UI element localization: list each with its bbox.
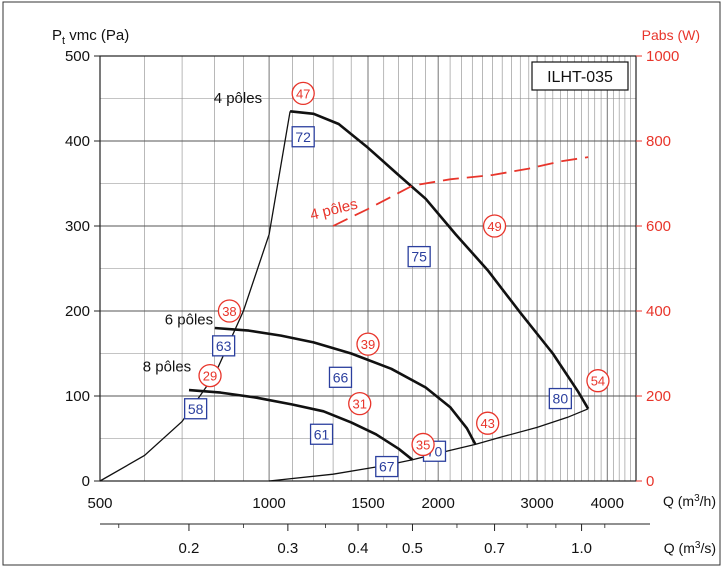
noise-circle-ring (348, 391, 372, 416)
right-tick-label: 600 (646, 218, 671, 235)
noise-circle-ring (356, 332, 380, 356)
system-curve-bottom (269, 408, 589, 482)
x-m3h-tick-label: 1500 (351, 495, 384, 512)
noise-value: 49 (487, 219, 501, 234)
left-tick-label: 0 (82, 473, 90, 490)
efficiency-box-frame (407, 245, 431, 268)
efficiency-box: 58 (183, 398, 208, 420)
noise-circle: 39 (356, 332, 380, 356)
noise-circle: 54 (586, 369, 610, 393)
right-axis-title: Pabs (W) (642, 27, 700, 43)
efficiency-value: 61 (314, 426, 330, 442)
efficiency-box-frame (291, 126, 315, 148)
x-m3h-tick-label: 500 (87, 495, 112, 512)
model-box: ILHT-035 (531, 61, 629, 91)
axes: 0 100 200 300 400 500 0 200 400 600 800 1000 500 1000… (65, 48, 679, 557)
noise-circle-ring (482, 214, 507, 238)
noise-circle-ring (476, 411, 500, 435)
noise-circle: 31 (348, 391, 372, 416)
efficiency-value: 72 (295, 129, 311, 145)
x-m3h-tick-label: 4000 (591, 495, 624, 512)
efficiency-value: 63 (216, 338, 232, 354)
noise-value: 31 (352, 397, 366, 412)
efficiency-box-frame (183, 398, 208, 420)
noise-circle: 29 (198, 363, 222, 388)
efficiency-box-frame (548, 387, 572, 410)
noise-circle-ring (291, 81, 315, 106)
efficiency-box: 61 (309, 423, 334, 445)
efficiency-box: 66 (328, 366, 353, 388)
efficiency-value: 75 (411, 249, 427, 265)
noise-circle: 38 (217, 299, 242, 323)
right-tick-label: 800 (646, 133, 671, 150)
efficiency-box-frame (211, 335, 236, 357)
noise-value: 43 (480, 416, 494, 431)
x-m3s-tick-label: 1.0 (571, 540, 592, 557)
noise-value: 39 (361, 337, 375, 352)
power-curve-4-poles (332, 156, 589, 227)
fan-curve-8-poles (188, 388, 414, 461)
noise-value: 35 (416, 437, 430, 452)
curve-label: 4 pôles (214, 90, 262, 107)
x-m3s-tick-label: 0.4 (348, 540, 369, 557)
x-axis-m3s-unit: Q (m3/s) (664, 540, 716, 556)
plot-area-border (99, 55, 637, 482)
noise-circle: 49 (482, 214, 507, 238)
x-axis-m3h-unit: Q (m3/h) (663, 493, 716, 509)
noise-circle: 43 (476, 411, 500, 435)
efficiency-box-frame (375, 455, 399, 478)
noise-value: 47 (296, 86, 310, 101)
efficiency-box-frame (309, 423, 334, 445)
x-m3s-tick-label: 0.5 (402, 540, 423, 557)
fan-curve-6-poles (214, 326, 477, 446)
efficiency-box: 75 (407, 245, 431, 268)
efficiency-value: 66 (333, 369, 349, 385)
x-m3h-tick-label: 2000 (421, 495, 454, 512)
left-tick-label: 500 (65, 48, 90, 65)
efficiency-box: 80 (548, 387, 572, 410)
left-tick-label: 100 (65, 388, 90, 405)
x-m3s-tick-label: 0.2 (179, 540, 200, 557)
efficiency-box-frame (328, 366, 353, 388)
right-tick-label: 400 (646, 303, 671, 320)
noise-value: 38 (222, 304, 236, 319)
right-tick-label: 1000 (646, 48, 679, 65)
efficiency-box: 63 (211, 335, 236, 357)
efficiency-box: 67 (375, 455, 399, 478)
noise-circle: 35 (411, 432, 435, 457)
noise-circle-ring (586, 369, 610, 393)
curve-label: 8 pôles (143, 358, 191, 375)
noise-circle-ring (411, 432, 435, 457)
left-tick-label: 400 (65, 133, 90, 150)
right-tick-label: 0 (646, 473, 654, 490)
noise-circle: 47 (291, 81, 315, 106)
x-m3h-tick-label: 3000 (520, 495, 553, 512)
curve-label: 6 pôles (165, 312, 213, 329)
right-tick-label: 200 (646, 388, 671, 405)
left-axis-title: Pt vmc (Pa) (52, 27, 129, 47)
noise-value: 29 (203, 369, 217, 384)
svg-text:ILHT-035: ILHT-035 (547, 69, 613, 86)
left-tick-label: 200 (65, 303, 90, 320)
efficiency-value: 80 (553, 391, 569, 407)
left-tick-label: 300 (65, 218, 90, 235)
x-m3s-tick-label: 0.7 (484, 540, 505, 557)
noise-circle-ring (198, 363, 222, 388)
noise-value: 54 (591, 374, 605, 389)
x-m3h-tick-label: 1000 (252, 495, 285, 512)
fan-curve-4-poles (289, 110, 590, 410)
noise-circle-ring (217, 299, 242, 323)
efficiency-box: 72 (291, 126, 315, 148)
efficiency-value: 58 (188, 401, 204, 417)
grid (99, 55, 637, 482)
efficiency-value: 67 (379, 459, 395, 475)
x-m3s-tick-label: 0.3 (277, 540, 298, 557)
